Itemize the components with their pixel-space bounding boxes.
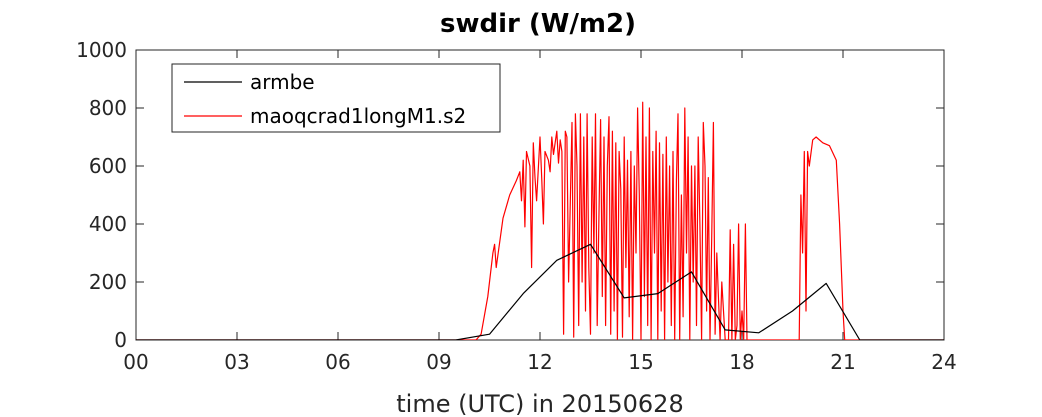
x-tick-label: 24 xyxy=(931,350,956,374)
y-tick-label: 200 xyxy=(89,270,127,294)
legend-label-0: armbe xyxy=(250,70,315,94)
x-tick-label: 21 xyxy=(830,350,855,374)
series-line-1 xyxy=(136,101,944,340)
y-tick-label: 600 xyxy=(89,154,127,178)
x-tick-label: 09 xyxy=(426,350,451,374)
x-tick-label: 18 xyxy=(729,350,754,374)
x-tick-label: 12 xyxy=(527,350,552,374)
y-tick-label: 1000 xyxy=(76,38,127,62)
y-tick-label: 0 xyxy=(114,328,127,352)
axis-ticks: 00 03 06 09 12 15 18 21 24 0 200 400 600 800 1000 xyxy=(76,38,957,374)
x-tick-label: 03 xyxy=(224,350,249,374)
x-axis-label: time (UTC) in 20150628 xyxy=(396,390,683,417)
y-tick-label: 400 xyxy=(89,212,127,236)
legend-box xyxy=(171,63,501,133)
x-tick-label: 00 xyxy=(123,350,148,374)
series-line-0 xyxy=(136,243,944,340)
x-tick-label: 06 xyxy=(325,350,350,374)
legend-label-1: maoqcrad1longM1.s2 xyxy=(250,104,466,128)
chart-title: swdir (W/m2) xyxy=(440,9,636,39)
y-tick-label: 800 xyxy=(89,96,127,120)
series-lines xyxy=(136,101,944,340)
x-tick-label: 15 xyxy=(628,350,653,374)
legend: armbe maoqcrad1longM1.s2 xyxy=(171,63,501,133)
